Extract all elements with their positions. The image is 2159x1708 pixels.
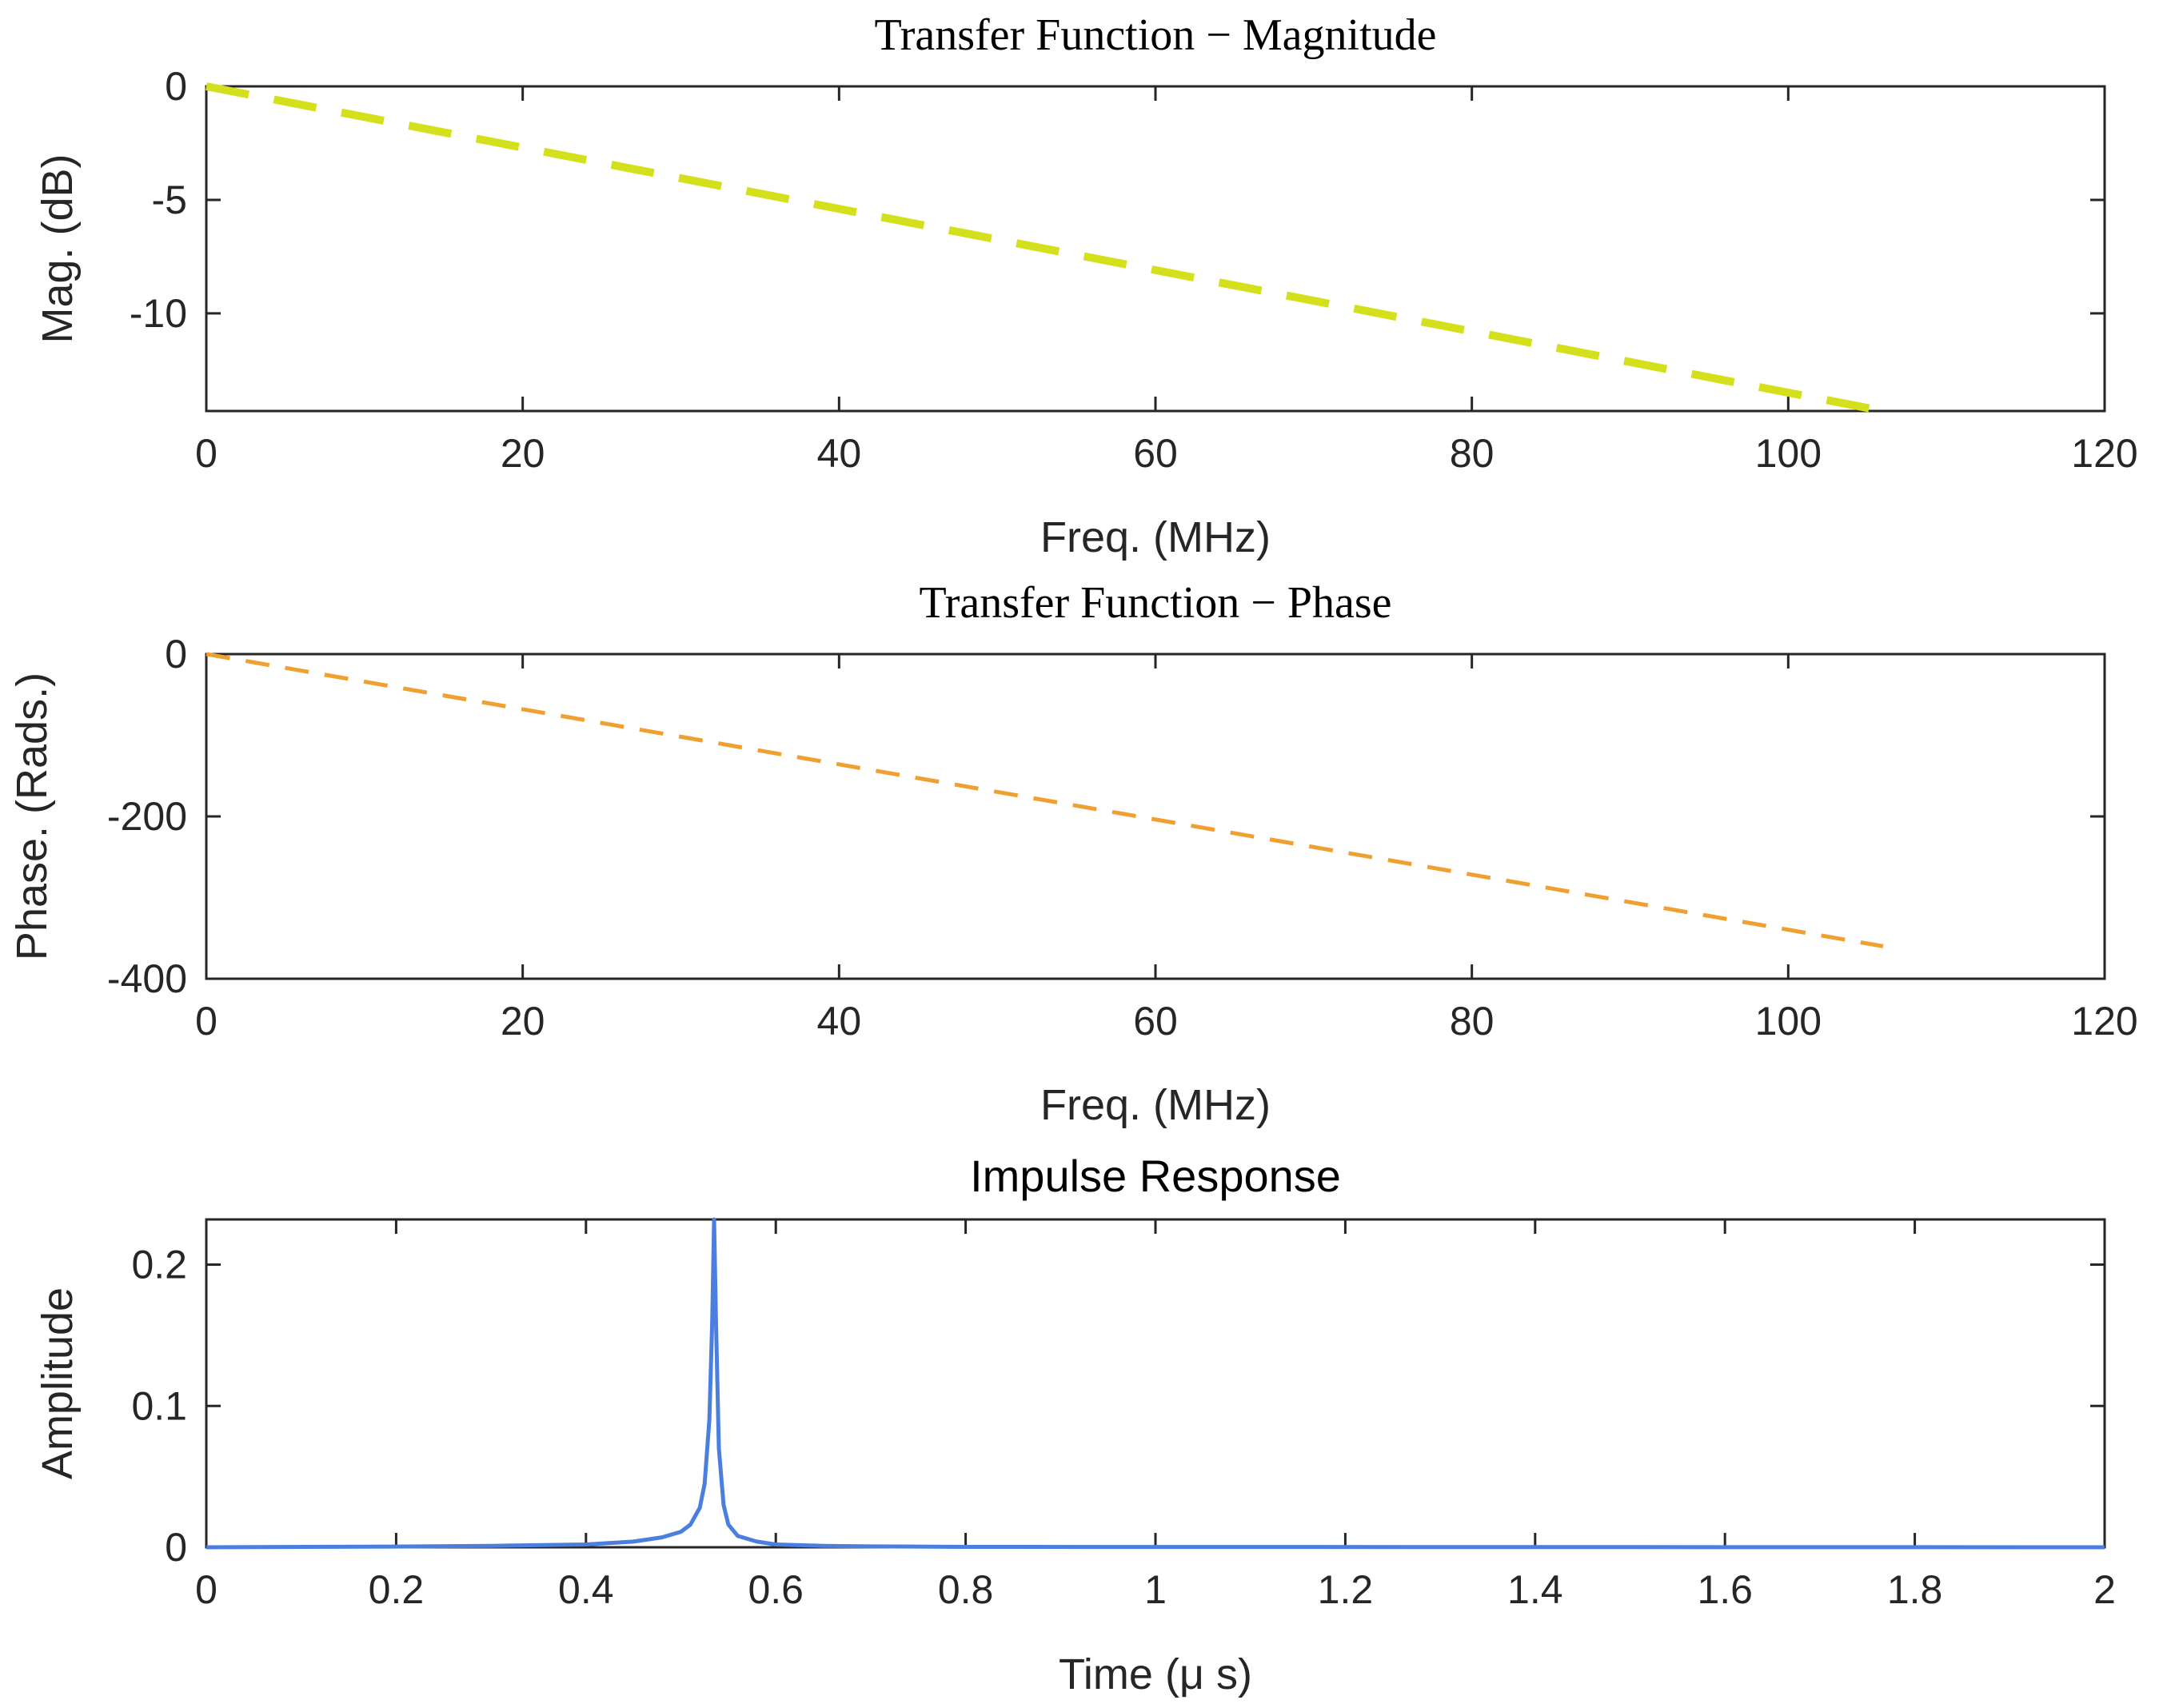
phase-title: Transfer Function − Phase <box>919 578 1391 628</box>
impulse-xtick-label: 1.4 <box>1507 1567 1563 1612</box>
phase-xtick-label: 20 <box>501 999 545 1044</box>
impulse-xtick-label: 1.2 <box>1318 1567 1374 1612</box>
phase-xtick-label: 40 <box>817 999 862 1044</box>
impulse-xtick-label: 0.4 <box>558 1567 614 1612</box>
impulse-axes-frame <box>205 1218 2106 1549</box>
magnitude-ylabel: Mag. (dB) <box>34 154 82 343</box>
magnitude-ytick-label: -5 <box>152 178 187 222</box>
impulse-xtick-label: 2 <box>2093 1567 2116 1612</box>
impulse-xtick-label: 1.6 <box>1697 1567 1753 1612</box>
magnitude-xlabel: Freq. (MHz) <box>1040 513 1271 561</box>
magnitude-ytick-label: -10 <box>130 291 187 336</box>
impulse-xtick-label: 0.8 <box>938 1567 994 1612</box>
impulse-xtick-label: 0.6 <box>748 1567 804 1612</box>
impulse-xtick-label: 0 <box>195 1567 217 1612</box>
impulse-xlabel: Time (μ s) <box>1059 1650 1252 1698</box>
chart-impulse: 0 0.2 0.4 0.6 0.8 1 1.2 1.4 1.6 1.8 2 0 0.1 0.2 Impuls… <box>34 1151 2116 1698</box>
magnitude-xtick-label: 120 <box>2071 431 2137 476</box>
impulse-xtick-label: 0.2 <box>369 1567 425 1612</box>
magnitude-ytick-label: 0 <box>165 64 187 109</box>
magnitude-axes-frame <box>205 85 2106 413</box>
impulse-xtick-label: 1 <box>1144 1567 1167 1612</box>
phase-xtick-label: 0 <box>195 999 217 1044</box>
phase-xtick-label: 100 <box>1755 999 1822 1044</box>
phase-xtick-label: 80 <box>1450 999 1495 1044</box>
magnitude-xtick-label: 0 <box>195 431 217 476</box>
magnitude-series-line <box>206 82 1884 415</box>
impulse-ytick-label: 0 <box>165 1525 187 1570</box>
magnitude-title: Transfer Function − Magnitude <box>874 10 1436 60</box>
magnitude-xtick-label: 80 <box>1450 431 1495 476</box>
chart-magnitude: 0 20 40 60 80 100 120 0 -5 -10 Transfer Function −… <box>34 10 2138 561</box>
phase-ylabel: Phase. (Rads.) <box>8 672 56 960</box>
magnitude-xtick-label: 60 <box>1133 431 1178 476</box>
impulse-ylabel: Amplitude <box>34 1287 82 1479</box>
phase-xlabel: Freq. (MHz) <box>1040 1081 1271 1129</box>
chart-phase: 0 20 40 60 80 100 120 0 -200 -400 Transfer Functio… <box>8 578 2138 1129</box>
magnitude-xtick-label: 100 <box>1755 431 1822 476</box>
impulse-xtick-label: 1.8 <box>1887 1567 1943 1612</box>
phase-ytick-label: 0 <box>165 632 187 676</box>
phase-xtick-label: 120 <box>2071 999 2137 1044</box>
impulse-title: Impulse Response <box>970 1151 1341 1201</box>
magnitude-xtick-label: 40 <box>817 431 862 476</box>
phase-ytick-label: -400 <box>107 956 187 1001</box>
magnitude-xtick-label: 20 <box>501 431 545 476</box>
phase-xtick-label: 60 <box>1133 999 1178 1044</box>
phase-ytick-label: -200 <box>107 794 187 839</box>
impulse-ytick-label: 0.1 <box>131 1383 187 1428</box>
impulse-series-line <box>206 1217 2105 1550</box>
impulse-ytick-label: 0.2 <box>131 1243 187 1287</box>
phase-series-line <box>206 652 1884 948</box>
